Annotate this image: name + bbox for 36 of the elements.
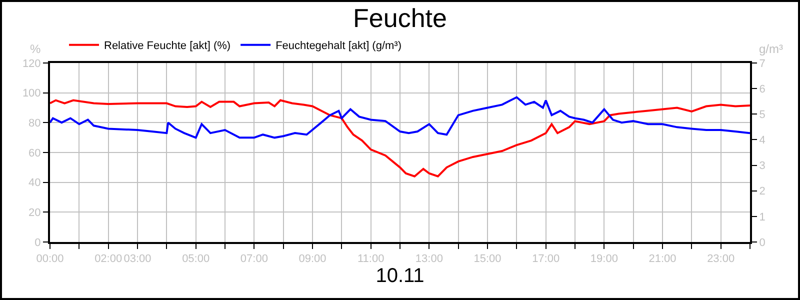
x-tick-label: 02:00: [94, 253, 122, 266]
legend-label: Relative Feuchte [akt] (%): [104, 40, 231, 52]
chart-title: Feuchte: [353, 3, 447, 34]
x-tick-label: 19:00: [590, 253, 618, 266]
x-tick-label: 15:00: [474, 253, 502, 266]
y-tick-label: 0: [34, 236, 41, 249]
y2-tick-label: 0: [759, 236, 766, 249]
x-tick-label: 11:00: [357, 253, 384, 266]
y-tick-label: 40: [28, 177, 41, 190]
y2-axis-title: g/m³: [759, 42, 784, 56]
x-axis-title: 10.11: [376, 265, 424, 288]
line-series: [50, 96, 750, 139]
y2-tick-label: 2: [759, 186, 766, 198]
x-tick-label: 21:00: [648, 253, 676, 266]
y-axis-title: %: [30, 42, 41, 56]
y2-tick-label: 6: [759, 83, 766, 96]
y-tick-label: 100: [22, 88, 41, 100]
y-tick-label: 20: [28, 207, 41, 220]
x-tick-label: 09:00: [298, 253, 326, 266]
legend-label: Feuchtegehalt [akt] (g/m³): [276, 40, 402, 52]
y2-tick-label: 3: [759, 160, 766, 172]
x-tick-label: 05:00: [182, 253, 210, 266]
y-tick-label: 120: [22, 58, 41, 70]
x-tick-label: 17:00: [532, 253, 560, 266]
y2-tick-label: 5: [759, 108, 766, 121]
x-tick-label: 13:00: [415, 253, 443, 266]
y-tick-label: 60: [28, 147, 41, 160]
x-tick-label: 07:00: [240, 253, 268, 266]
y2-tick-label: 7: [759, 58, 766, 70]
x-tick-label: 03:00: [124, 253, 152, 266]
y-tick-label: 80: [28, 118, 41, 130]
x-tick-label: 00:00: [36, 253, 64, 266]
line-series: [50, 99, 750, 178]
y2-tick-label: 4: [759, 134, 766, 147]
y2-tick-label: 1: [759, 211, 766, 224]
x-tick-label: 23:00: [707, 253, 735, 266]
